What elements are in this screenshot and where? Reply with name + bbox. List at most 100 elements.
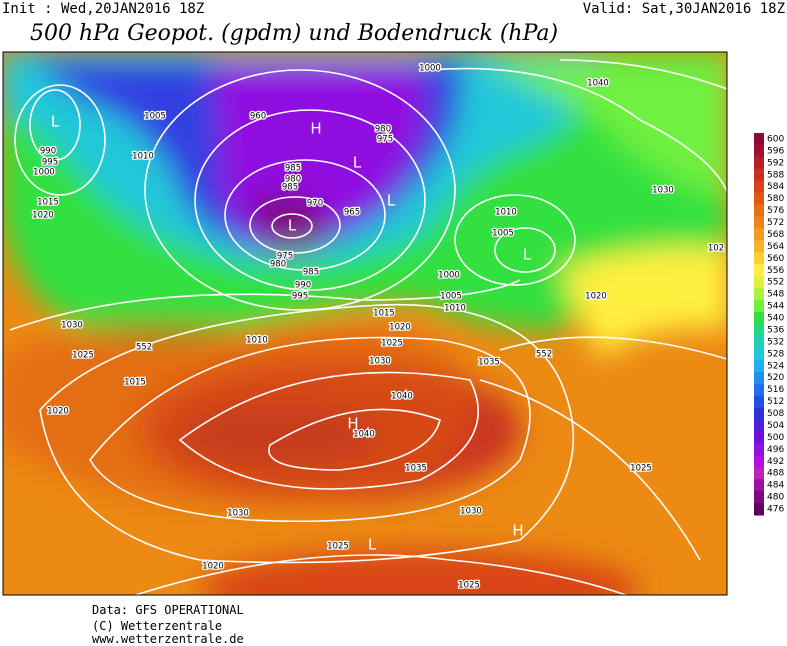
colorbar-swatch bbox=[754, 383, 764, 397]
isobar-label: 1025 bbox=[630, 464, 652, 474]
colorbar-label: 592 bbox=[767, 158, 784, 168]
isobar-label: 1020 bbox=[585, 292, 607, 302]
colorbar-label: 488 bbox=[767, 469, 784, 479]
colorbar-swatch bbox=[754, 491, 764, 504]
isobar-label: 1040 bbox=[587, 79, 609, 89]
colorbar-label: 540 bbox=[767, 314, 784, 324]
isobar-label: 1025 bbox=[458, 581, 480, 591]
colorbar-swatch bbox=[754, 312, 764, 325]
colorbar-label: 548 bbox=[767, 290, 784, 300]
colorbar-swatch bbox=[754, 479, 764, 492]
website: www.wetterzentrale.de bbox=[92, 632, 244, 646]
isobar-label: 1025 bbox=[381, 339, 403, 349]
isobar-label: 1030 bbox=[652, 186, 674, 196]
colorbar-label: 572 bbox=[767, 218, 784, 228]
isobar-label: 965 bbox=[344, 208, 360, 218]
colorbar-swatch bbox=[754, 419, 764, 432]
colorbar-swatch bbox=[754, 347, 764, 361]
colorbar-label: 564 bbox=[767, 242, 784, 252]
pressure-center: L bbox=[288, 217, 297, 235]
isobar-label: 985 bbox=[303, 268, 319, 278]
colorbar-label: 584 bbox=[767, 182, 784, 192]
isobar-label: 970 bbox=[307, 199, 323, 209]
colorbar-swatch bbox=[754, 168, 764, 182]
colorbar-swatch bbox=[754, 240, 764, 253]
isobar-label: 990 bbox=[40, 147, 56, 157]
isobar-label: 960 bbox=[250, 112, 266, 122]
colorbar-swatch bbox=[754, 455, 764, 468]
isobar-label: 552 bbox=[536, 350, 552, 360]
colorbar-swatch bbox=[754, 228, 764, 241]
isobar-label: 1005 bbox=[492, 229, 514, 239]
isobar-label: 1030 bbox=[227, 509, 249, 519]
isobar-label: 990 bbox=[295, 281, 311, 291]
colorbar-swatch bbox=[754, 252, 764, 265]
isobar-label: 985 bbox=[285, 164, 301, 174]
pressure-center: H bbox=[310, 120, 321, 138]
colorbar-swatch bbox=[754, 156, 764, 170]
isobar-label: 1010 bbox=[246, 336, 268, 346]
pressure-center: L bbox=[51, 113, 60, 131]
isobar-label: 1025 bbox=[72, 351, 94, 361]
colorbar-label: 504 bbox=[767, 421, 784, 431]
isobar-label: 1000 bbox=[438, 271, 460, 281]
colorbar-label: 560 bbox=[767, 254, 784, 264]
colorbar-swatch bbox=[754, 133, 764, 146]
colorbar-label: 524 bbox=[767, 361, 784, 371]
pressure-center: H bbox=[347, 415, 358, 433]
pressure-center: H bbox=[512, 522, 523, 540]
colorbar-label: 596 bbox=[767, 146, 784, 156]
colorbar-swatch bbox=[754, 407, 764, 420]
isobar-label: 1030 bbox=[460, 507, 482, 517]
colorbar-swatch bbox=[754, 216, 764, 229]
isobar-label: 1020 bbox=[32, 211, 54, 221]
map-title: 500 hPa Geopot. (gpdm) und Bodendruck (h… bbox=[30, 21, 558, 46]
colorbar-label: 496 bbox=[767, 445, 784, 455]
colorbar-label: 600 bbox=[767, 134, 784, 144]
isobar-label: 1015 bbox=[373, 309, 395, 319]
colorbar-label: 580 bbox=[767, 194, 784, 204]
data-source: Data: GFS OPERATIONAL bbox=[92, 603, 244, 617]
colorbar-swatch bbox=[754, 395, 764, 409]
colorbar-swatch bbox=[754, 503, 764, 516]
isobar-label: 995 bbox=[292, 292, 308, 302]
isobar-label: 980 bbox=[270, 260, 286, 270]
colorbar-label: 528 bbox=[767, 349, 784, 359]
isobar-label: 1040 bbox=[391, 392, 413, 402]
isobar-label: 980 bbox=[375, 125, 391, 135]
isobar-label: 1030 bbox=[61, 321, 83, 331]
colorbar-swatch bbox=[754, 144, 764, 158]
pressure-center: L bbox=[387, 192, 396, 210]
colorbar-swatch bbox=[754, 264, 764, 277]
isobar-label: 975 bbox=[277, 252, 293, 262]
colorbar-swatch bbox=[754, 443, 764, 456]
init-time: Init : Wed,20JAN2016 18Z bbox=[2, 1, 204, 17]
pressure-center: L bbox=[368, 536, 377, 554]
colorbar-label: 520 bbox=[767, 373, 784, 383]
colorbar-label: 536 bbox=[767, 325, 784, 335]
colorbar-swatch bbox=[754, 276, 764, 289]
colorbar-swatch bbox=[754, 324, 764, 337]
colorbar: 600 596 592 588 584 580 576 572 568 564 560 556 552 5… bbox=[754, 133, 784, 516]
pressure-center: L bbox=[353, 154, 362, 172]
isobar-label: 995 bbox=[42, 158, 58, 168]
pressure-center: L bbox=[523, 246, 532, 264]
isobar-label: 1025 bbox=[327, 542, 349, 552]
isobar-label: 980 bbox=[285, 175, 301, 185]
isobar-label: 1000 bbox=[419, 64, 441, 74]
colorbar-swatch bbox=[754, 300, 764, 313]
colorbar-label: 544 bbox=[767, 302, 784, 312]
isobar-label: 1000 bbox=[33, 168, 55, 178]
colorbar-label: 556 bbox=[767, 266, 784, 276]
isobar-label: 1005 bbox=[144, 112, 166, 122]
isobar-label: 1030 bbox=[369, 357, 391, 367]
colorbar-label: 492 bbox=[767, 457, 784, 467]
isobar-label: 1035 bbox=[478, 358, 500, 368]
valid-time: Valid: Sat,30JAN2016 18Z bbox=[583, 1, 785, 17]
isobar-label: 1020 bbox=[389, 323, 411, 333]
isobar-label: 1010 bbox=[132, 152, 154, 162]
isobar-label: 1015 bbox=[37, 198, 59, 208]
colorbar-swatch bbox=[754, 180, 764, 194]
